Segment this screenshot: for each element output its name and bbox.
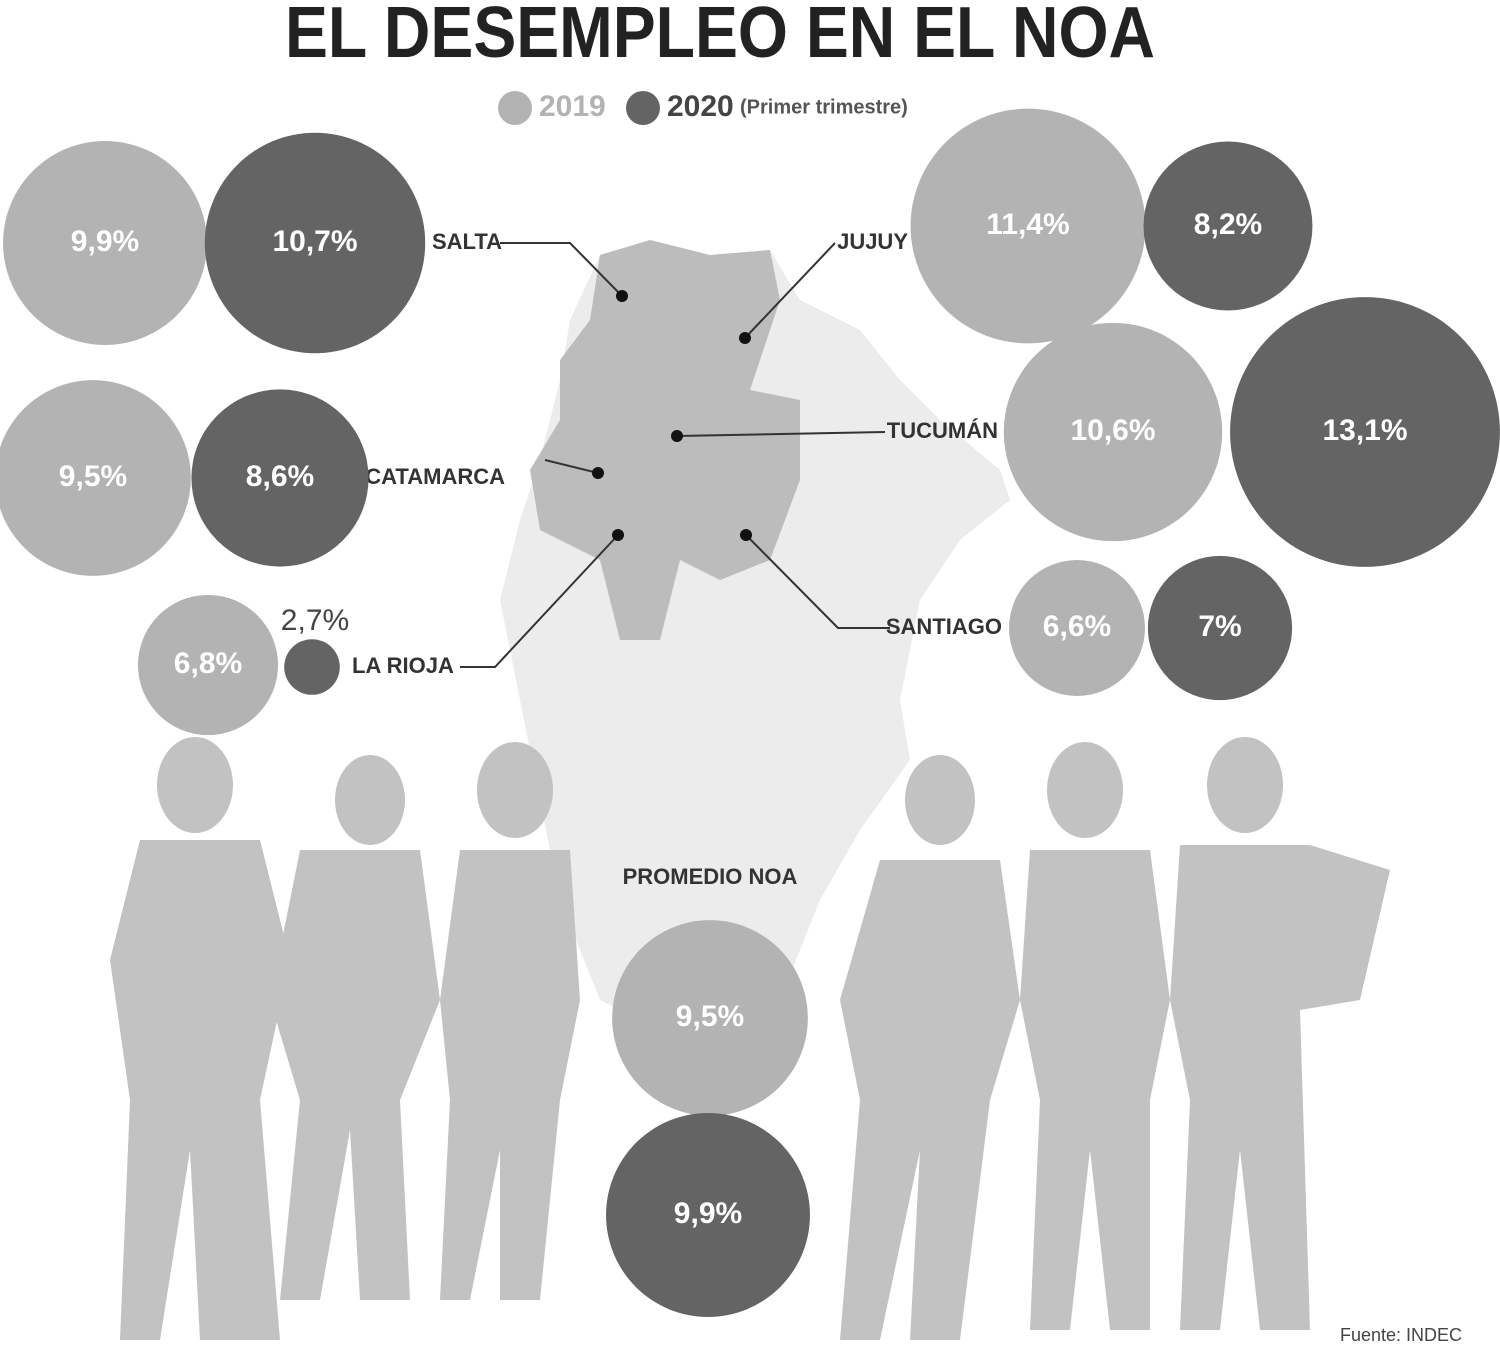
bubble (1147, 555, 1293, 701)
bubble (204, 132, 426, 354)
bubble (910, 108, 1146, 344)
category-label: CATAMARCA (365, 464, 505, 489)
map-dot (592, 467, 604, 479)
category-label: TUCUMÁN (887, 418, 998, 443)
value-label: 9,9% (71, 225, 139, 258)
value-label: 9,5% (59, 460, 127, 493)
legend-swatch (626, 91, 660, 125)
map-dot (616, 290, 628, 302)
value-label: 11,4% (986, 208, 1069, 241)
leader-line (544, 459, 599, 474)
leader-line (745, 534, 890, 629)
bubble (137, 594, 279, 736)
legend-note: (Primer trimestre) (740, 96, 908, 118)
bubble (1143, 141, 1313, 311)
value-label: 6,6% (1043, 610, 1111, 643)
leader-line (676, 431, 886, 437)
value-label: 7% (1198, 610, 1241, 643)
leader-line (744, 242, 836, 339)
category-label: PROMEDIO NOA (623, 864, 798, 889)
value-label: 10,6% (1070, 414, 1155, 447)
category-label: SANTIAGO (886, 614, 1002, 639)
value-label: 10,7% (272, 225, 357, 258)
map-dot (739, 332, 751, 344)
category-label: LA RIOJA (352, 653, 454, 678)
bubble (1230, 297, 1500, 567)
value-label: 2,7% (281, 604, 349, 637)
map-dot (612, 529, 624, 541)
chart-title: EL DESEMPLEO EN EL NOA (285, 0, 1155, 73)
source: Fuente: INDEC (1340, 1325, 1462, 1345)
bubble (1003, 322, 1223, 542)
value-label: 6,8% (174, 647, 242, 680)
map-dot (671, 430, 683, 442)
value-label: 9,5% (676, 1000, 744, 1033)
background-art (110, 240, 1390, 1340)
legend-label: 2019 (539, 90, 606, 123)
value-label: 9,9% (674, 1197, 742, 1230)
bubble (3, 141, 207, 345)
silhouettes (110, 737, 1390, 1340)
category-label: SALTA (432, 229, 502, 254)
category-label: JUJUY (837, 229, 908, 254)
value-label: 8,6% (246, 460, 314, 493)
legend-swatch (498, 91, 532, 125)
bubble (606, 1113, 810, 1317)
map-provinces (530, 240, 800, 640)
map-dot (740, 529, 752, 541)
leader-line (500, 242, 623, 297)
value-label: 13,1% (1322, 414, 1407, 447)
legend-label: 2020 (667, 90, 734, 123)
bubble (0, 380, 191, 576)
bubble (1009, 560, 1145, 696)
legend: 2019 2020 (498, 90, 734, 125)
bubble (284, 639, 340, 695)
value-label: 8,2% (1194, 208, 1262, 241)
bubble (191, 389, 369, 567)
leader-line (460, 534, 619, 668)
bubble (612, 920, 808, 1116)
